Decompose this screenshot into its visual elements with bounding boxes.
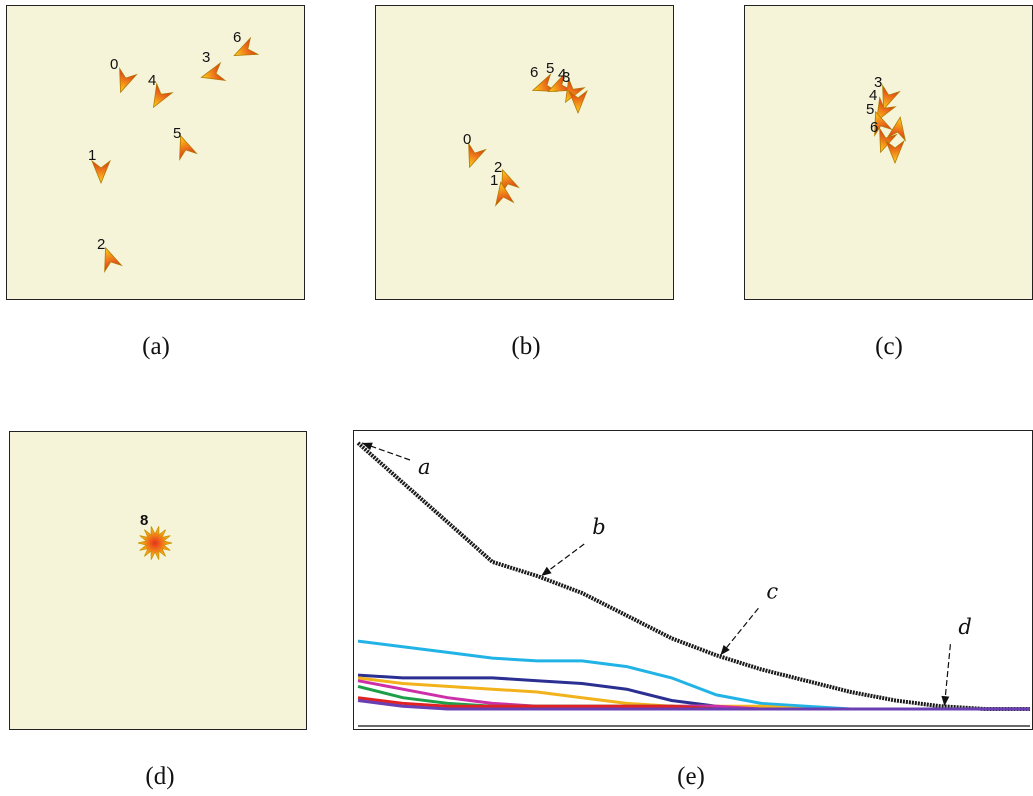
- annotation-label-d: d: [958, 615, 971, 639]
- agent-label: 0: [110, 56, 118, 73]
- annotation-arrow-c: [719, 607, 759, 656]
- panel-c: [744, 5, 1033, 300]
- caption-a: (a): [142, 333, 170, 360]
- agent-b-2: [564, 77, 586, 104]
- agent-c-3: [879, 126, 898, 154]
- caption-b: (b): [511, 333, 541, 360]
- caption-c: (c): [875, 333, 903, 360]
- agent-a-0: [119, 66, 138, 94]
- agent-c-1: [875, 96, 897, 123]
- agent-a-6: [104, 246, 123, 274]
- annotation-arrow-d: [943, 644, 951, 707]
- agent-label: 2: [494, 159, 502, 176]
- panel-b: [375, 5, 674, 300]
- annotation-arrowhead-a: [362, 442, 373, 451]
- agent-a-4: [179, 134, 198, 162]
- agent-label: 3: [202, 49, 210, 66]
- agent-a-2: [200, 61, 227, 81]
- annotation-arrowhead-d: [941, 695, 950, 707]
- agent-label: 1: [88, 147, 96, 164]
- caption-d: (d): [145, 763, 175, 790]
- series-line-0: [356, 441, 1030, 711]
- agent-label: 5: [173, 125, 181, 142]
- agent-label: 1: [490, 172, 498, 189]
- agent-c-5: [885, 139, 905, 165]
- agent-b-3: [568, 89, 588, 115]
- agent-b-1: [547, 72, 574, 92]
- agent-label: 6: [870, 119, 878, 136]
- agent-label: 4: [148, 72, 156, 89]
- annotation-arrowhead-c: [720, 645, 730, 656]
- annotation-label-a: a: [418, 455, 431, 479]
- agent-label: 6: [233, 29, 241, 46]
- annotation-label-b: b: [592, 515, 605, 539]
- panel-d: [9, 431, 307, 730]
- agent-c-0: [882, 83, 901, 111]
- agent-b-6: [494, 181, 515, 207]
- annotation-label-c: c: [766, 579, 778, 603]
- agent-label: 3: [562, 69, 570, 86]
- agent-label: 5: [866, 101, 874, 118]
- agent-cluster-label: 8: [140, 512, 148, 529]
- panel-e: [353, 430, 1033, 730]
- agent-label: 0: [463, 131, 471, 148]
- agent-label: 4: [869, 87, 877, 104]
- collision-burst: [137, 526, 173, 560]
- agent-label: 2: [97, 236, 105, 253]
- agent-c-2: [874, 110, 893, 138]
- caption-e: (e): [677, 763, 705, 790]
- agent-label: 4: [558, 66, 566, 83]
- agent-a-1: [152, 82, 174, 109]
- agent-a-3: [233, 36, 260, 56]
- agent-a-5: [91, 159, 111, 185]
- agent-b-4: [468, 141, 487, 169]
- agent-label: 5: [546, 60, 554, 77]
- agent-label: 6: [530, 64, 538, 81]
- annotation-arrowhead-b: [541, 566, 552, 576]
- series-line-7: [357, 699, 1030, 711]
- agent-c-4: [886, 116, 907, 142]
- agent-label: 3: [874, 74, 882, 91]
